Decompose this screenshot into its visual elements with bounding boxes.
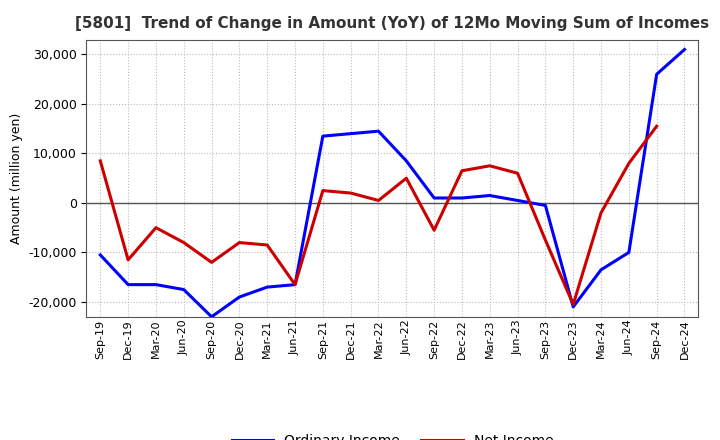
Ordinary Income [680, 47, 689, 52]
Line: Net Income: Net Income [100, 126, 657, 304]
Net Income [207, 260, 216, 265]
Net Income [291, 282, 300, 287]
Net Income [430, 227, 438, 233]
Ordinary Income [179, 287, 188, 292]
Ordinary Income [458, 195, 467, 201]
Ordinary Income [235, 294, 243, 300]
Line: Ordinary Income: Ordinary Income [100, 49, 685, 317]
Ordinary Income [263, 284, 271, 290]
Net Income [652, 124, 661, 129]
Ordinary Income [402, 158, 410, 164]
Net Income [179, 240, 188, 245]
Net Income [124, 257, 132, 263]
Ordinary Income [541, 203, 550, 208]
Y-axis label: Amount (million yen): Amount (million yen) [10, 113, 23, 244]
Net Income [318, 188, 327, 193]
Ordinary Income [597, 267, 606, 272]
Ordinary Income [124, 282, 132, 287]
Net Income [374, 198, 383, 203]
Net Income [569, 302, 577, 307]
Net Income [513, 171, 522, 176]
Ordinary Income [291, 282, 300, 287]
Net Income [597, 210, 606, 216]
Ordinary Income [569, 304, 577, 310]
Ordinary Income [430, 195, 438, 201]
Net Income [402, 176, 410, 181]
Net Income [346, 191, 355, 196]
Legend: Ordinary Income, Net Income: Ordinary Income, Net Income [226, 429, 559, 440]
Net Income [152, 225, 161, 230]
Net Income [235, 240, 243, 245]
Ordinary Income [207, 314, 216, 319]
Ordinary Income [318, 133, 327, 139]
Ordinary Income [346, 131, 355, 136]
Net Income [485, 163, 494, 169]
Ordinary Income [513, 198, 522, 203]
Title: [5801]  Trend of Change in Amount (YoY) of 12Mo Moving Sum of Incomes: [5801] Trend of Change in Amount (YoY) o… [76, 16, 709, 32]
Net Income [458, 168, 467, 173]
Net Income [263, 242, 271, 248]
Ordinary Income [624, 250, 633, 255]
Net Income [541, 238, 550, 243]
Ordinary Income [652, 72, 661, 77]
Net Income [624, 161, 633, 166]
Ordinary Income [374, 128, 383, 134]
Net Income [96, 158, 104, 164]
Ordinary Income [485, 193, 494, 198]
Ordinary Income [96, 252, 104, 257]
Ordinary Income [152, 282, 161, 287]
